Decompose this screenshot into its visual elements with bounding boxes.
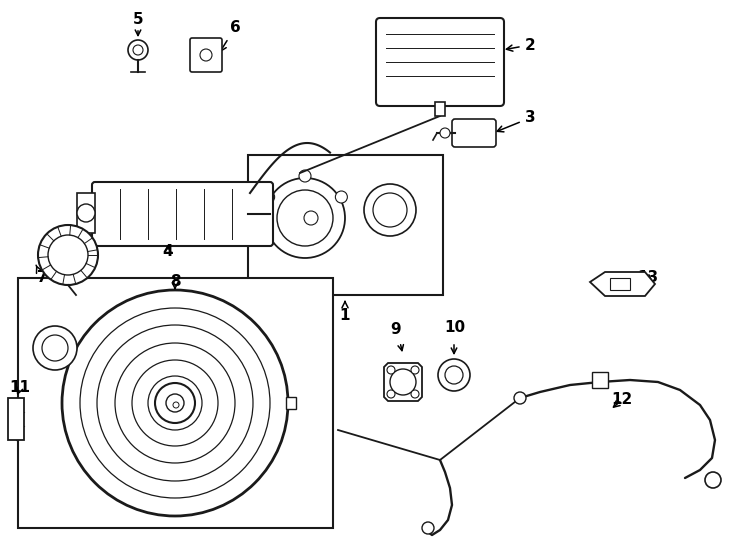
Circle shape — [133, 45, 143, 55]
Circle shape — [387, 366, 395, 374]
Circle shape — [299, 170, 311, 182]
Text: 3: 3 — [497, 111, 535, 132]
Circle shape — [33, 326, 77, 370]
Text: 12: 12 — [611, 393, 633, 408]
Bar — [592, 372, 608, 388]
Bar — [248, 155, 443, 295]
Text: 7: 7 — [36, 265, 47, 286]
FancyBboxPatch shape — [92, 182, 273, 246]
Circle shape — [335, 191, 347, 203]
Circle shape — [173, 402, 179, 408]
Text: 9: 9 — [390, 322, 401, 338]
Polygon shape — [63, 381, 92, 415]
Circle shape — [514, 392, 526, 404]
Circle shape — [445, 366, 463, 384]
Circle shape — [48, 235, 88, 275]
Circle shape — [364, 184, 416, 236]
Text: 6: 6 — [220, 21, 240, 51]
Circle shape — [128, 40, 148, 60]
Circle shape — [12, 430, 20, 438]
Circle shape — [411, 390, 419, 398]
Text: 8: 8 — [170, 274, 181, 289]
Text: 2: 2 — [506, 37, 535, 52]
Polygon shape — [378, 249, 406, 281]
Text: 4: 4 — [163, 245, 173, 260]
FancyBboxPatch shape — [376, 18, 504, 106]
Polygon shape — [590, 272, 655, 296]
Polygon shape — [384, 363, 422, 401]
Circle shape — [265, 178, 345, 258]
Circle shape — [373, 193, 407, 227]
Circle shape — [62, 290, 288, 516]
Circle shape — [411, 366, 419, 374]
Bar — [18, 278, 333, 528]
Circle shape — [387, 390, 395, 398]
Text: 10: 10 — [445, 321, 465, 335]
Bar — [77, 193, 95, 233]
Bar — [8, 398, 24, 440]
Circle shape — [12, 400, 20, 408]
Bar — [286, 397, 296, 409]
Circle shape — [304, 211, 318, 225]
Circle shape — [77, 204, 95, 222]
Circle shape — [38, 225, 98, 285]
Bar — [435, 102, 445, 116]
Text: 11: 11 — [10, 381, 31, 395]
Circle shape — [166, 394, 184, 412]
Circle shape — [263, 191, 275, 203]
Circle shape — [277, 190, 333, 246]
Polygon shape — [69, 388, 87, 408]
FancyBboxPatch shape — [452, 119, 496, 147]
FancyBboxPatch shape — [190, 38, 222, 72]
Polygon shape — [384, 256, 400, 274]
Text: 13: 13 — [637, 271, 658, 286]
Text: 5: 5 — [133, 12, 143, 28]
Circle shape — [390, 369, 416, 395]
Circle shape — [440, 128, 450, 138]
Text: 1: 1 — [340, 301, 350, 322]
Circle shape — [705, 472, 721, 488]
Circle shape — [422, 522, 434, 534]
Circle shape — [155, 383, 195, 423]
Bar — [610, 278, 630, 290]
Circle shape — [200, 49, 212, 61]
Circle shape — [438, 359, 470, 391]
